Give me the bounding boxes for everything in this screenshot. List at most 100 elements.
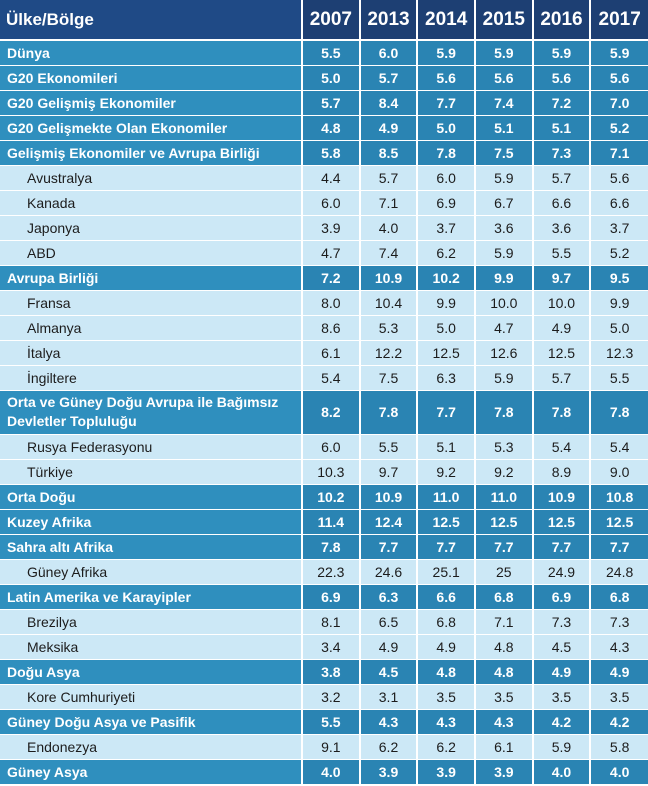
- year-header-2017: 2017: [589, 0, 648, 41]
- value-cell-2015: 7.4: [473, 90, 533, 116]
- value-cell-2017: 12.3: [589, 340, 648, 366]
- value-cell-2007: 3.4: [301, 634, 360, 660]
- value-cell-2014: 12.5: [416, 509, 475, 535]
- value-cell-2017: 4.3: [589, 634, 648, 660]
- row-label: Brezilya: [0, 609, 303, 635]
- value-cell-2007: 8.1: [301, 609, 360, 635]
- value-cell-2014: 9.2: [416, 459, 475, 485]
- year-header-2015: 2015: [473, 0, 533, 41]
- row-label: Rusya Federasyonu: [0, 434, 303, 460]
- table-row-country: Almanya 8.6 5.3 5.0 4.7 4.9 5.0: [0, 315, 648, 341]
- value-cell-2013: 10.4: [358, 290, 418, 316]
- value-cell-2014: 3.5: [416, 684, 475, 710]
- value-cell-2013: 10.9: [358, 265, 418, 291]
- table-row-country: Brezilya 8.1 6.5 6.8 7.1 7.3 7.3: [0, 609, 648, 635]
- value-cell-2016: 3.6: [531, 215, 591, 241]
- row-label: Türkiye: [0, 459, 303, 485]
- row-label: G20 Gelişmekte Olan Ekonomiler: [0, 115, 303, 141]
- table-row-country: Avustralya 4.4 5.7 6.0 5.9 5.7 5.6: [0, 165, 648, 191]
- value-cell-2017: 5.6: [589, 65, 648, 91]
- value-cell-2013: 6.3: [358, 584, 418, 610]
- year-header-2007: 2007: [301, 0, 360, 41]
- value-cell-2014: 6.2: [416, 240, 475, 266]
- value-cell-2014: 6.2: [416, 734, 475, 760]
- value-cell-2016: 10.0: [531, 290, 591, 316]
- value-cell-2013: 7.4: [358, 240, 418, 266]
- table-row-region: Dünya 5.5 6.0 5.9 5.9 5.9 5.9: [0, 40, 648, 66]
- value-cell-2016: 6.6: [531, 190, 591, 216]
- value-cell-2014: 25.1: [416, 559, 475, 585]
- value-cell-2016: 4.9: [531, 315, 591, 341]
- value-cell-2013: 12.4: [358, 509, 418, 535]
- value-cell-2007: 11.4: [301, 509, 360, 535]
- value-cell-2007: 8.0: [301, 290, 360, 316]
- value-cell-2007: 5.4: [301, 365, 360, 391]
- row-label: Latin Amerika ve Karayipler: [0, 584, 303, 610]
- value-cell-2014: 6.9: [416, 190, 475, 216]
- value-cell-2017: 4.2: [589, 709, 648, 735]
- value-cell-2007: 4.0: [301, 759, 360, 785]
- value-cell-2016: 7.2: [531, 90, 591, 116]
- value-cell-2016: 5.9: [531, 40, 591, 66]
- value-cell-2016: 7.3: [531, 140, 591, 166]
- value-cell-2013: 5.5: [358, 434, 418, 460]
- value-cell-2014: 7.8: [416, 140, 475, 166]
- value-cell-2015: 6.1: [473, 734, 533, 760]
- value-cell-2017: 4.0: [589, 759, 648, 785]
- value-cell-2013: 4.0: [358, 215, 418, 241]
- value-cell-2016: 10.9: [531, 484, 591, 510]
- table-row-region: G20 Gelişmiş Ekonomiler 5.7 8.4 7.7 7.4 7.2 7.…: [0, 90, 648, 116]
- row-label: İtalya: [0, 340, 303, 366]
- region-column-header: Ülke/Bölge: [0, 0, 303, 41]
- value-cell-2016: 7.3: [531, 609, 591, 635]
- table-row-country: Türkiye 10.3 9.7 9.2 9.2 8.9 9.0: [0, 459, 648, 485]
- value-cell-2013: 10.9: [358, 484, 418, 510]
- value-cell-2017: 9.9: [589, 290, 648, 316]
- table-row-region: G20 Ekonomileri 5.0 5.7 5.6 5.6 5.6 5.6: [0, 65, 648, 91]
- value-cell-2017: 7.3: [589, 609, 648, 635]
- value-cell-2015: 5.3: [473, 434, 533, 460]
- table-row-country: ABD 4.7 7.4 6.2 5.9 5.5 5.2: [0, 240, 648, 266]
- table-row-region: Güney Doğu Asya ve Pasifik 5.5 4.3 4.3 4.3 4.…: [0, 709, 648, 735]
- value-cell-2013: 12.2: [358, 340, 418, 366]
- value-cell-2007: 5.7: [301, 90, 360, 116]
- value-cell-2007: 8.6: [301, 315, 360, 341]
- value-cell-2017: 12.5: [589, 509, 648, 535]
- row-label: Güney Afrika: [0, 559, 303, 585]
- value-cell-2013: 6.2: [358, 734, 418, 760]
- table-row-country: Kore Cumhuriyeti 3.2 3.1 3.5 3.5 3.5 3.5: [0, 684, 648, 710]
- table-row-region: Gelişmiş Ekonomiler ve Avrupa Birliği 5.8…: [0, 140, 648, 166]
- value-cell-2017: 5.6: [589, 165, 648, 191]
- value-cell-2016: 12.5: [531, 340, 591, 366]
- value-cell-2013: 9.7: [358, 459, 418, 485]
- value-cell-2014: 9.9: [416, 290, 475, 316]
- value-cell-2014: 5.0: [416, 115, 475, 141]
- table-row-country: Fransa 8.0 10.4 9.9 10.0 10.0 9.9: [0, 290, 648, 316]
- table-row-region: Güney Asya 4.0 3.9 3.9 3.9 4.0 4.0: [0, 759, 648, 785]
- row-label: Gelişmiş Ekonomiler ve Avrupa Birliği: [0, 140, 303, 166]
- value-cell-2014: 7.7: [416, 534, 475, 560]
- row-label: Kuzey Afrika: [0, 509, 303, 535]
- value-cell-2014: 6.8: [416, 609, 475, 635]
- value-cell-2015: 7.5: [473, 140, 533, 166]
- value-cell-2017: 7.0: [589, 90, 648, 116]
- value-cell-2015: 3.6: [473, 215, 533, 241]
- year-header-2014: 2014: [416, 0, 475, 41]
- value-cell-2014: 12.5: [416, 340, 475, 366]
- value-cell-2014: 3.7: [416, 215, 475, 241]
- row-label: Japonya: [0, 215, 303, 241]
- table-row-country: Meksika 3.4 4.9 4.9 4.8 4.5 4.3: [0, 634, 648, 660]
- table-row-country: Japonya 3.9 4.0 3.7 3.6 3.6 3.7: [0, 215, 648, 241]
- value-cell-2014: 6.0: [416, 165, 475, 191]
- value-cell-2016: 4.5: [531, 634, 591, 660]
- row-label: G20 Ekonomileri: [0, 65, 303, 91]
- row-label: Sahra altı Afrika: [0, 534, 303, 560]
- value-cell-2007: 8.2: [301, 390, 360, 435]
- row-label: İngiltere: [0, 365, 303, 391]
- value-cell-2015: 5.9: [473, 40, 533, 66]
- value-cell-2016: 5.7: [531, 365, 591, 391]
- value-cell-2013: 5.3: [358, 315, 418, 341]
- value-cell-2017: 5.2: [589, 240, 648, 266]
- value-cell-2015: 5.9: [473, 365, 533, 391]
